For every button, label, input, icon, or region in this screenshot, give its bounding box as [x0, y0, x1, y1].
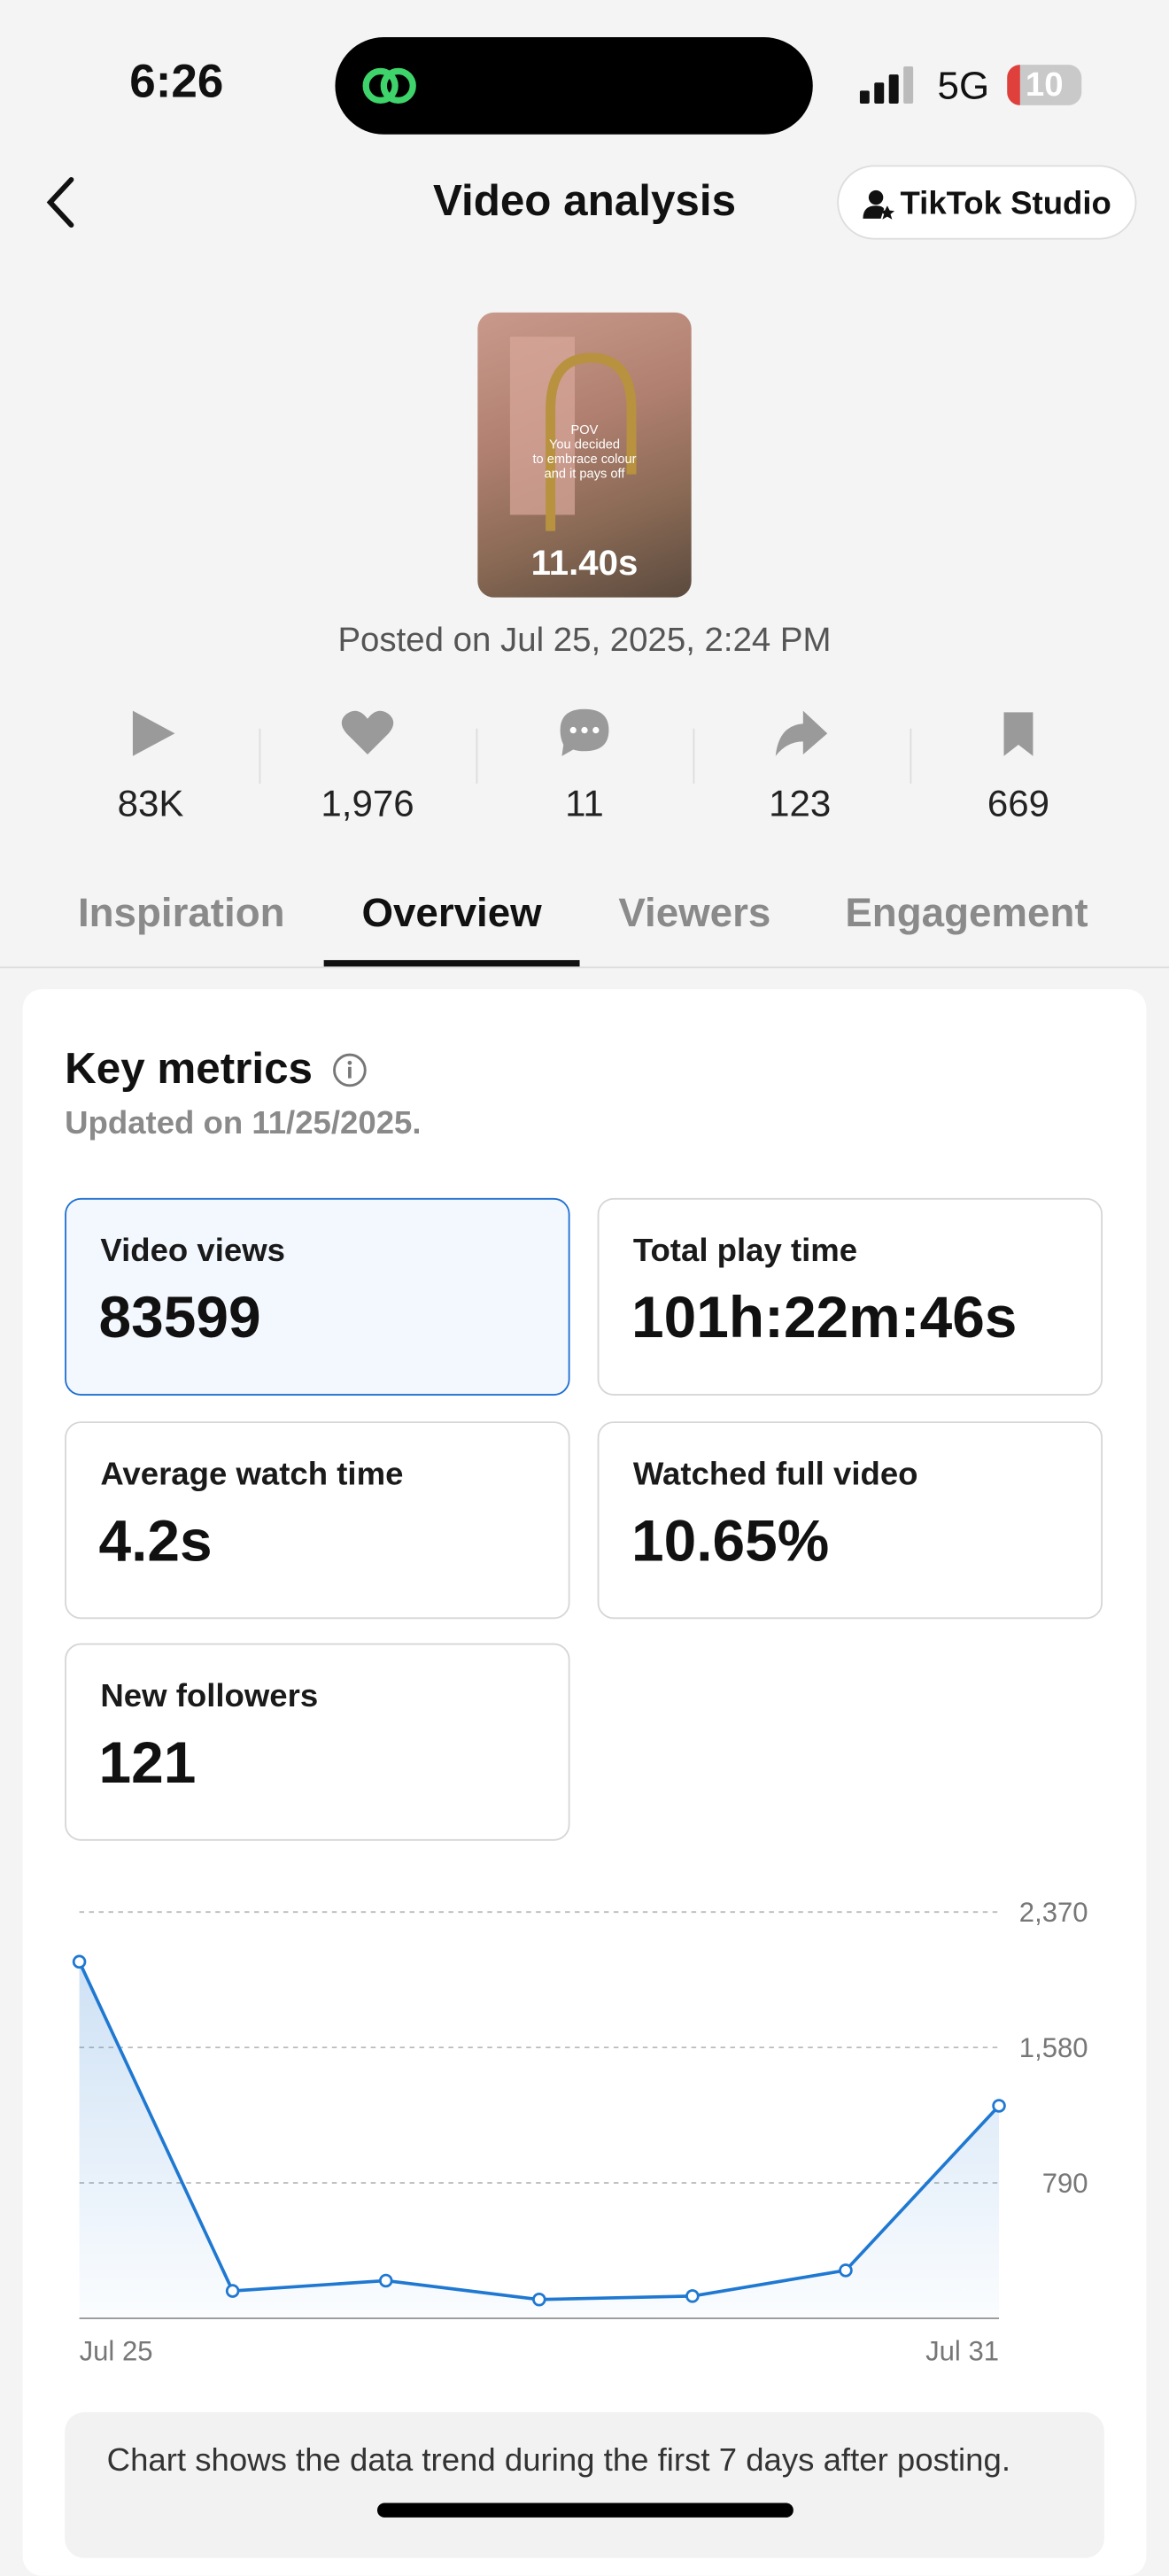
island-icon — [362, 67, 416, 104]
y-tick-label: 790 — [1042, 2168, 1088, 2199]
metric-card[interactable]: New followers 121 — [65, 1643, 570, 1841]
x-tick-label: Jul 31 — [925, 2336, 999, 2367]
overlay-line: You decided — [549, 437, 620, 453]
battery-level — [1007, 65, 1020, 105]
metric-value: 4.2s — [98, 1507, 213, 1574]
chart: 2,370 1,580 790 Jul 25 Jul 31 — [72, 1897, 1088, 2367]
tab[interactable]: Overview — [361, 890, 542, 936]
clock: 6:26 — [129, 56, 224, 109]
metric-label: Average watch time — [100, 1457, 404, 1493]
metric-card[interactable]: Total play time 101h:22m:46s — [597, 1197, 1103, 1396]
metric-label: Watched full video — [632, 1457, 918, 1493]
metric-value: 121 — [98, 1729, 197, 1796]
battery: 10 — [1007, 65, 1082, 105]
metric-card[interactable]: Average watch time 4.2s — [65, 1421, 570, 1620]
dynamic-island — [335, 37, 813, 135]
divider — [259, 728, 261, 784]
section-title: Key metrics — [65, 1044, 314, 1094]
tab-border — [0, 966, 1169, 969]
metric-value: 10.65% — [631, 1507, 830, 1574]
metric-card[interactable]: Video views 83599 — [65, 1197, 570, 1396]
posted-date: Posted on Jul 25, 2025, 2:24 PM — [337, 622, 832, 660]
battery-text: 10 — [1025, 66, 1064, 104]
metric-label: New followers — [100, 1678, 319, 1715]
point — [685, 2289, 700, 2303]
stat-value: 1,976 — [321, 782, 414, 824]
duration: 11.40s — [530, 542, 639, 584]
divider — [910, 728, 912, 784]
divider — [693, 728, 695, 784]
video-thumbnail[interactable]: POV You decided to embrace colour and it pa… — [477, 312, 692, 598]
stat-value: 83K — [117, 782, 184, 824]
overlay-text: POV You decided to embrace colour and it pa… — [477, 422, 691, 481]
point — [992, 2099, 1006, 2113]
saves-icon — [1003, 712, 1034, 756]
note-text: Chart shows the data trend during the fi… — [106, 2442, 1011, 2479]
divider — [476, 728, 478, 784]
stat-icons — [132, 708, 1034, 756]
point — [225, 2284, 240, 2298]
likes-icon — [341, 710, 394, 754]
tab[interactable]: Inspiration — [77, 890, 285, 936]
studio-icon — [863, 190, 895, 220]
overlay-line: to embrace colour — [532, 452, 637, 467]
tab-underline — [323, 960, 580, 967]
home-indicator — [376, 2503, 794, 2518]
metric-value: 83599 — [98, 1283, 261, 1350]
point — [378, 2273, 393, 2288]
metric-label: Total play time — [632, 1234, 858, 1270]
y-tick-label: 2,370 — [1019, 1897, 1088, 1928]
views-icon — [132, 710, 175, 756]
overlay-line: and it pays off — [544, 466, 625, 481]
shares-icon — [775, 710, 828, 756]
metric-card[interactable]: Watched full video 10.65% — [597, 1421, 1103, 1620]
point — [532, 2292, 546, 2307]
area — [79, 1961, 1000, 2319]
tab[interactable]: Engagement — [845, 890, 1088, 936]
line — [77, 1961, 1001, 2301]
studio-button[interactable]: TikTok Studio — [837, 165, 1137, 240]
studio-label: TikTok Studio — [900, 186, 1111, 222]
updated-date: Updated on 11/25/2025. — [65, 1105, 422, 1141]
y-tick-label: 1,580 — [1019, 2032, 1088, 2063]
point — [72, 1954, 87, 1969]
page-title: Video analysis — [432, 176, 737, 226]
signal — [859, 66, 914, 104]
metric-label: Video views — [100, 1234, 286, 1270]
info-icon[interactable] — [332, 1052, 371, 1091]
stat-value: 11 — [565, 782, 604, 824]
back-button[interactable] — [43, 174, 81, 229]
note-box: Chart shows the data trend during the fi… — [65, 2412, 1104, 2558]
x-tick-label: Jul 25 — [80, 2336, 153, 2367]
network: 5G — [937, 65, 990, 109]
faucet — [546, 352, 637, 531]
stat-value: 669 — [987, 782, 1050, 824]
overlay-line: POV — [570, 422, 599, 437]
stat-value: 123 — [769, 782, 832, 824]
point — [839, 2263, 853, 2278]
tab[interactable]: Viewers — [618, 890, 771, 936]
metric-value: 101h:22m:46s — [631, 1283, 1018, 1350]
